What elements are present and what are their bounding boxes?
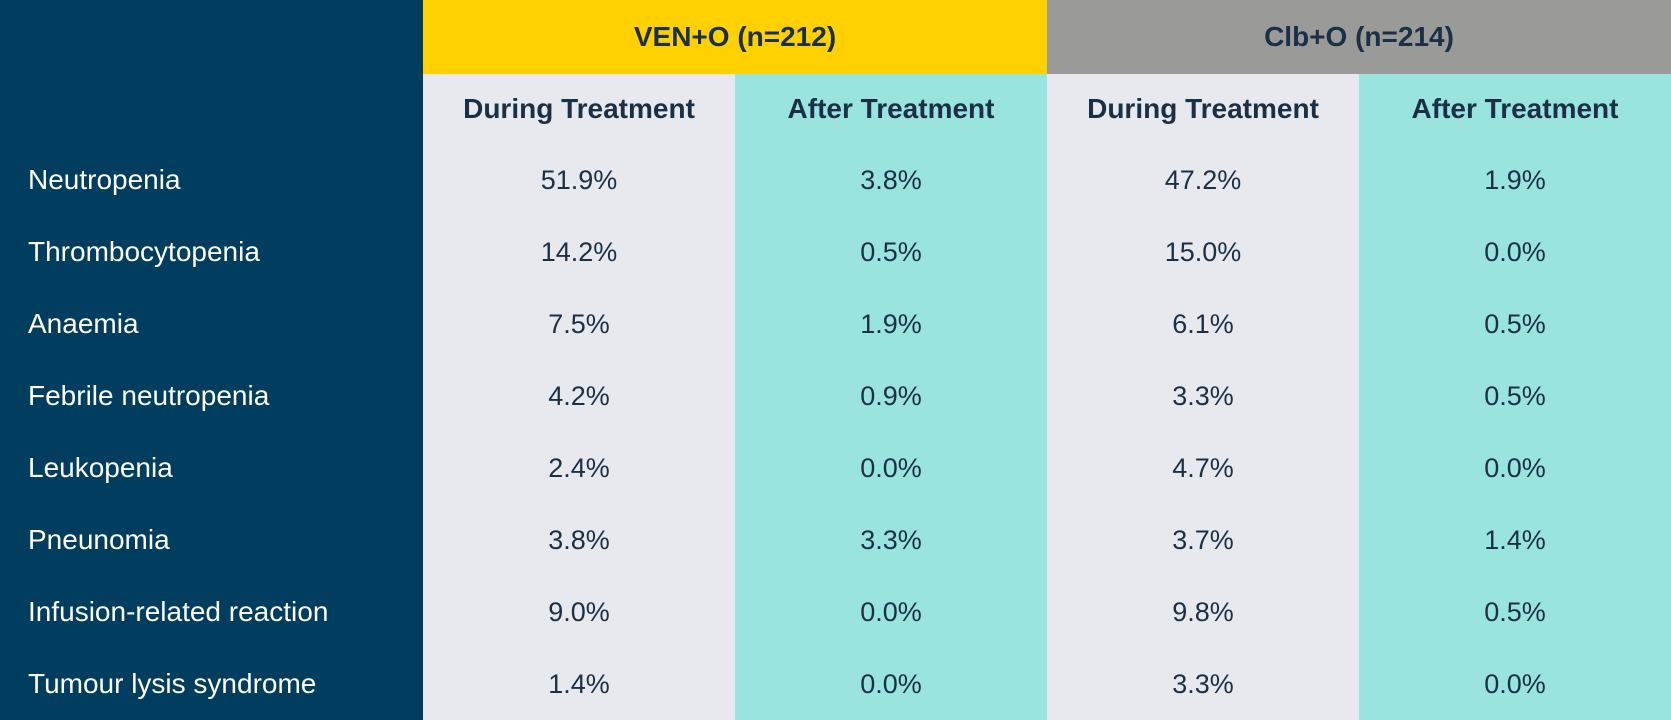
table-cell: 6.1% bbox=[1047, 288, 1359, 360]
table-cell: 4.7% bbox=[1047, 432, 1359, 504]
table-cell: 9.8% bbox=[1047, 576, 1359, 648]
table-cell: 47.2% bbox=[1047, 144, 1359, 216]
row-label: Tumour lysis syndrome bbox=[0, 648, 423, 720]
column-header: During Treatment bbox=[423, 74, 735, 144]
table-cell: 3.3% bbox=[735, 504, 1047, 576]
table-cell: 3.3% bbox=[1047, 648, 1359, 720]
row-label: Infusion-related reaction bbox=[0, 576, 423, 648]
table-cell: 3.8% bbox=[423, 504, 735, 576]
table-cell: 3.3% bbox=[1047, 360, 1359, 432]
row-label: Anaemia bbox=[0, 288, 423, 360]
table-cell: 0.0% bbox=[1359, 648, 1671, 720]
table-cell: 1.9% bbox=[1359, 144, 1671, 216]
table-cell: 0.0% bbox=[735, 576, 1047, 648]
group-header-ven: VEN+O (n=212) bbox=[423, 0, 1047, 74]
table-cell: 0.5% bbox=[1359, 360, 1671, 432]
table-cell: 0.5% bbox=[1359, 576, 1671, 648]
table-cell: 4.2% bbox=[423, 360, 735, 432]
row-label: Febrile neutropenia bbox=[0, 360, 423, 432]
table-cell: 1.4% bbox=[1359, 504, 1671, 576]
row-label: Neutropenia bbox=[0, 144, 423, 216]
table-cell: 0.0% bbox=[1359, 216, 1671, 288]
group-header-clb: Clb+O (n=214) bbox=[1047, 0, 1671, 74]
table-cell: 0.0% bbox=[735, 432, 1047, 504]
table-cell: 51.9% bbox=[423, 144, 735, 216]
table-cell: 0.5% bbox=[735, 216, 1047, 288]
corner-cell bbox=[0, 0, 423, 144]
column-header: After Treatment bbox=[735, 74, 1047, 144]
table-cell: 1.9% bbox=[735, 288, 1047, 360]
table-cell: 7.5% bbox=[423, 288, 735, 360]
table-cell: 15.0% bbox=[1047, 216, 1359, 288]
table-cell: 0.5% bbox=[1359, 288, 1671, 360]
table-cell: 0.9% bbox=[735, 360, 1047, 432]
table-cell: 14.2% bbox=[423, 216, 735, 288]
column-header: After Treatment bbox=[1359, 74, 1671, 144]
table-cell: 0.0% bbox=[735, 648, 1047, 720]
table-cell: 9.0% bbox=[423, 576, 735, 648]
column-header: During Treatment bbox=[1047, 74, 1359, 144]
row-label: Leukopenia bbox=[0, 432, 423, 504]
table-cell: 3.7% bbox=[1047, 504, 1359, 576]
table-cell: 2.4% bbox=[423, 432, 735, 504]
table-cell: 3.8% bbox=[735, 144, 1047, 216]
row-label: Thrombocytopenia bbox=[0, 216, 423, 288]
row-label: Pneunomia bbox=[0, 504, 423, 576]
table-cell: 0.0% bbox=[1359, 432, 1671, 504]
table-cell: 1.4% bbox=[423, 648, 735, 720]
